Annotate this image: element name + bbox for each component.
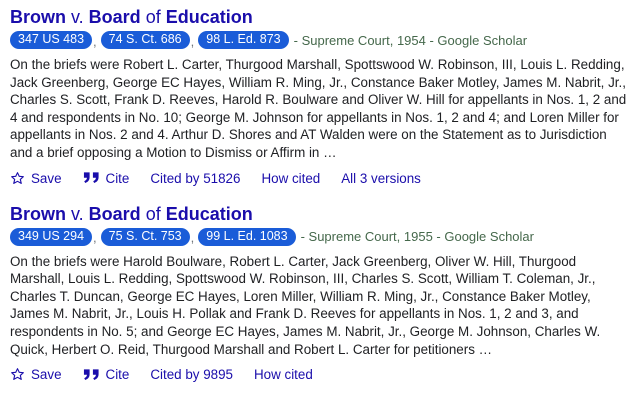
result-title-link[interactable]: Brown v. Board of Education	[10, 7, 632, 28]
citation-pill[interactable]: 349 US 294	[10, 227, 93, 246]
title-term: Brown	[10, 203, 66, 224]
double-quote-icon	[83, 368, 100, 381]
how-cited-link[interactable]: How cited	[261, 170, 321, 186]
all-versions-link[interactable]: All 3 versions	[341, 170, 421, 186]
cited-by-link[interactable]: Cited by 9895	[150, 367, 233, 383]
cite-label: Cite	[105, 170, 130, 186]
result-snippet: On the briefs were Harold Boulware, Robe…	[10, 253, 601, 357]
cite-label: Cite	[105, 367, 130, 383]
comma-separator: ,	[190, 33, 195, 49]
citation-pill[interactable]: 347 US 483	[10, 31, 93, 49]
cited-by-link[interactable]: Cited by 51826	[150, 170, 241, 186]
title-term: Board	[88, 203, 141, 224]
title-text: v.	[66, 7, 89, 27]
how-cited-link[interactable]: How cited	[254, 367, 313, 383]
cite-button[interactable]: Cite	[83, 367, 130, 383]
citation-pill[interactable]: 75 S. Ct. 753	[100, 227, 190, 246]
title-text: of	[140, 7, 166, 27]
save-button[interactable]: Save	[10, 171, 62, 186]
title-term: Education	[165, 7, 253, 27]
star-outline-icon	[10, 171, 25, 186]
title-text: v.	[66, 203, 89, 224]
title-term: Board	[88, 7, 141, 27]
star-outline-icon	[10, 367, 25, 382]
citation-line: 349 US 294 , 75 S. Ct. 753 , 99 L. Ed. 1…	[10, 227, 632, 246]
double-quote-icon	[83, 172, 100, 184]
result-title-link[interactable]: Brown v. Board of Education	[10, 204, 632, 225]
comma-separator: ,	[93, 33, 97, 49]
result-actions: Save Cite Cited by 51826 How cited All 3…	[10, 169, 632, 188]
save-label: Save	[31, 367, 62, 383]
citation-pill[interactable]: 74 S. Ct. 686	[100, 31, 190, 49]
result-meta: - Supreme Court, 1955 - Google Scholar	[300, 229, 534, 245]
comma-separator: ,	[93, 230, 97, 246]
comma-separator: ,	[190, 230, 195, 246]
title-term: Education	[165, 203, 253, 224]
search-result: Brown v. Board of Education 347 US 483 ,…	[10, 7, 632, 188]
save-button[interactable]: Save	[10, 367, 62, 382]
citation-pill[interactable]: 98 L. Ed. 873	[198, 31, 289, 49]
scholar-results-page: Brown v. Board of Education 347 US 483 ,…	[10, 7, 632, 385]
citation-line: 347 US 483 , 74 S. Ct. 686 , 98 L. Ed. 8…	[10, 31, 632, 49]
title-text: of	[140, 203, 166, 224]
title-term: Brown	[10, 7, 66, 27]
citation-pill[interactable]: 99 L. Ed. 1083	[198, 227, 296, 246]
result-meta: - Supreme Court, 1954 - Google Scholar	[293, 32, 528, 48]
cite-button[interactable]: Cite	[83, 170, 130, 186]
search-result: Brown v. Board of Education 349 US 294 ,…	[10, 204, 632, 385]
result-snippet: On the briefs were Robert L. Carter, Thu…	[10, 57, 627, 160]
result-actions: Save Cite Cited by 9895 How cited	[10, 365, 632, 384]
save-label: Save	[31, 170, 62, 186]
